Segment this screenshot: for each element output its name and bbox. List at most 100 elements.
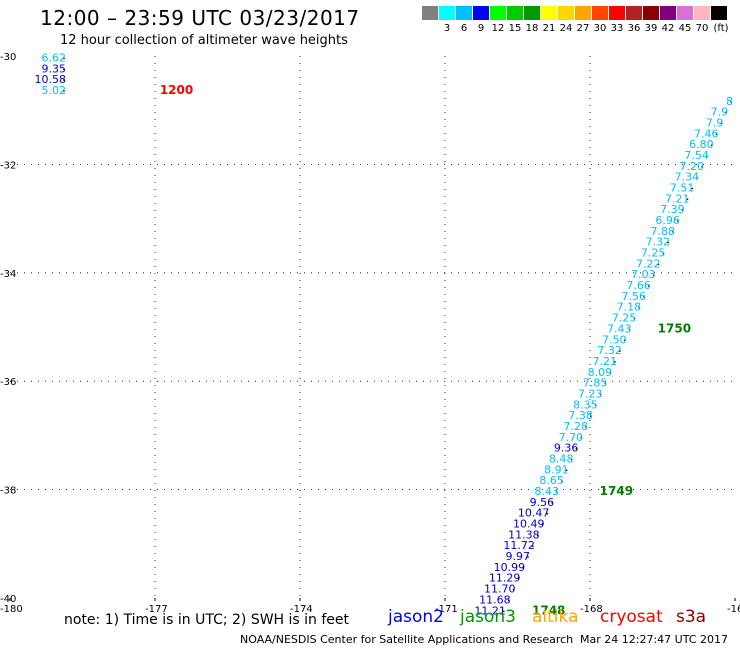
track-point xyxy=(541,523,544,526)
scale-swatch xyxy=(711,6,727,20)
wave-height-label: 11.70 xyxy=(484,583,516,596)
track-point xyxy=(662,252,665,255)
wave-height-label: 7.43 xyxy=(607,322,632,335)
track-point xyxy=(522,567,524,569)
track-point xyxy=(730,100,732,103)
scale-swatch xyxy=(490,6,506,20)
scale-swatch xyxy=(609,6,625,20)
scale-swatch xyxy=(541,6,557,20)
map-title: 12:00 – 23:59 UTC 03/23/2017 xyxy=(40,6,360,30)
wave-height-label: 7.88 xyxy=(651,225,676,238)
track-point xyxy=(503,610,505,613)
wave-height-label: 7.66 xyxy=(626,279,651,292)
track-point xyxy=(696,176,698,179)
track-point xyxy=(657,263,660,266)
scale-swatch xyxy=(422,6,438,20)
track-point xyxy=(686,198,689,201)
wave-height-label: 7.39 xyxy=(660,203,685,216)
scale-swatch xyxy=(660,6,676,20)
track-point xyxy=(575,447,578,450)
scale-swatch xyxy=(677,6,693,20)
wave-height-label: 7.18 xyxy=(617,301,642,314)
pass-time-label: 1749 xyxy=(600,484,633,498)
track-point xyxy=(556,491,558,493)
track-point xyxy=(599,393,602,396)
track-point xyxy=(536,534,539,537)
wave-height-label: 11.21 xyxy=(474,604,506,617)
wave-height-label: 7.25 xyxy=(641,247,666,260)
satellite-s3a: s3a xyxy=(676,607,707,627)
track-point xyxy=(532,545,534,548)
track-point xyxy=(681,209,684,211)
wave-height-label: 7.25 xyxy=(612,312,637,325)
wave-height-label: 6.80 xyxy=(689,138,714,151)
track-point xyxy=(565,469,568,472)
scale-label: 3 xyxy=(443,23,451,34)
track-point xyxy=(667,241,669,244)
track-point xyxy=(594,404,597,407)
wave-height-label: 6.96 xyxy=(655,214,680,227)
wave-height-label: 8.35 xyxy=(573,398,598,411)
scale-swatch xyxy=(694,6,710,20)
track-point xyxy=(609,371,611,374)
satellite-jason3: jason3 xyxy=(460,607,516,627)
lon-tick-label: -180 xyxy=(0,604,23,615)
track-point xyxy=(623,339,626,342)
satellite-jason2: jason2 xyxy=(388,607,444,627)
wave-height-label: 7.85 xyxy=(583,377,608,390)
track-point xyxy=(706,155,708,157)
lon-tick-label: -16 xyxy=(727,604,740,615)
wave-height-label: 7.21 xyxy=(593,355,618,368)
wave-height-label: 8.48 xyxy=(549,453,574,466)
scale-swatch xyxy=(524,6,540,20)
scale-label: 33 xyxy=(610,23,624,34)
track-point xyxy=(551,502,553,504)
wave-height-label: 7.34 xyxy=(675,171,700,184)
scale-label: 70 xyxy=(695,23,709,34)
scale-label: 24 xyxy=(559,23,573,34)
track-point xyxy=(638,306,640,309)
units-note: note: 1) Time is in UTC; 2) SWH is in fe… xyxy=(64,612,350,628)
scale-swatch xyxy=(473,6,489,20)
scale-swatch xyxy=(456,6,472,20)
wave-height-label: 8 xyxy=(726,95,733,108)
scale-label: 21 xyxy=(542,23,556,34)
lat-tick-label: -40 xyxy=(0,594,16,605)
track-point xyxy=(643,296,645,298)
scale-swatch xyxy=(592,6,608,20)
wave-height-label: 11.29 xyxy=(489,572,521,585)
wave-height-label: 7.03 xyxy=(631,268,656,281)
scale-label: 39 xyxy=(644,23,658,34)
map-subtitle: 12 hour collection of altimeter wave hei… xyxy=(60,33,348,48)
wave-height-label: 7.32 xyxy=(597,344,622,357)
track-point xyxy=(715,133,718,136)
track-point xyxy=(63,79,65,81)
lat-tick-label: -38 xyxy=(0,486,16,497)
pass-time-label: 1200 xyxy=(160,83,193,97)
scale-label: 27 xyxy=(576,23,590,34)
scale-label: 36 xyxy=(627,23,641,34)
track-point xyxy=(517,577,520,580)
footer-org: NOAA/NESDIS Center for Satellite Applica… xyxy=(240,633,574,646)
track-point xyxy=(63,90,65,92)
track-point xyxy=(691,187,694,190)
scale-swatch xyxy=(643,6,659,20)
wave-height-label: 7.28 xyxy=(564,420,589,433)
scale-label: 18 xyxy=(525,23,539,34)
wave-height-label: 8.09 xyxy=(588,366,613,379)
track-point xyxy=(590,415,592,417)
scale-label: 12 xyxy=(491,23,505,34)
pass-time-label: 1750 xyxy=(658,321,691,335)
wave-height-label: 7.70 xyxy=(559,431,584,444)
track-point xyxy=(546,512,549,515)
track-point xyxy=(580,437,582,439)
wave-height-label: 7.46 xyxy=(694,127,719,140)
track-point xyxy=(648,285,650,287)
scale-label: 45 xyxy=(678,23,692,34)
wave-height-label: 7.32 xyxy=(646,236,671,249)
satellite-altika: altika xyxy=(532,607,579,627)
scale-swatch xyxy=(507,6,523,20)
track-point xyxy=(701,166,703,168)
wave-height-label: 10.99 xyxy=(494,561,526,574)
wave-height-label: 7.51 xyxy=(670,182,695,195)
